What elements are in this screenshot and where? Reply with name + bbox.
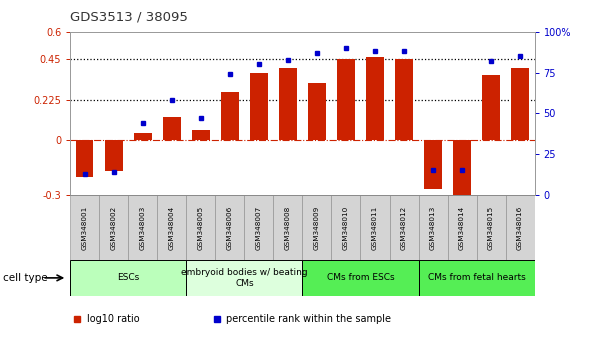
Bar (163, 117, 181, 141)
Bar (302, 260, 419, 296)
Text: GSM348003: GSM348003 (140, 205, 146, 250)
Bar (424, 141, 442, 189)
Text: GSM348007: GSM348007 (256, 205, 262, 250)
Bar (279, 68, 297, 141)
Bar (158, 195, 186, 260)
Text: log10 ratio: log10 ratio (87, 314, 139, 324)
Bar (453, 141, 470, 198)
Bar (360, 195, 390, 260)
Bar (274, 195, 302, 260)
Text: GSM348008: GSM348008 (285, 205, 291, 250)
Bar (186, 195, 216, 260)
Bar (483, 75, 500, 141)
Bar (511, 68, 529, 141)
Bar (419, 195, 447, 260)
Bar (390, 195, 419, 260)
Text: ESCs: ESCs (117, 273, 139, 282)
Text: GSM348014: GSM348014 (459, 205, 465, 250)
Bar (128, 195, 158, 260)
Bar (105, 141, 122, 171)
Text: CMs from ESCs: CMs from ESCs (327, 273, 394, 282)
Bar (302, 195, 331, 260)
Text: GSM348011: GSM348011 (372, 205, 378, 250)
Text: percentile rank within the sample: percentile rank within the sample (226, 314, 391, 324)
Bar (419, 260, 535, 296)
Bar (70, 195, 99, 260)
Text: GDS3513 / 38095: GDS3513 / 38095 (70, 10, 188, 23)
Text: GSM348006: GSM348006 (227, 205, 233, 250)
Bar (506, 195, 535, 260)
Bar (134, 133, 152, 141)
Bar (76, 141, 93, 177)
Bar (337, 59, 354, 141)
Text: GSM348012: GSM348012 (401, 205, 407, 250)
Bar (331, 195, 360, 260)
Bar (192, 130, 210, 141)
Bar (251, 74, 268, 141)
Bar (99, 195, 128, 260)
Bar (244, 195, 273, 260)
Bar (447, 195, 477, 260)
Text: GSM348015: GSM348015 (488, 205, 494, 250)
Text: GSM348005: GSM348005 (198, 205, 204, 250)
Text: GSM348010: GSM348010 (343, 205, 349, 250)
Text: cell type: cell type (3, 273, 48, 283)
Bar (216, 195, 244, 260)
Text: embryoid bodies w/ beating
CMs: embryoid bodies w/ beating CMs (181, 268, 308, 287)
Text: GSM348013: GSM348013 (430, 205, 436, 250)
Text: GSM348009: GSM348009 (314, 205, 320, 250)
Text: GSM348004: GSM348004 (169, 205, 175, 250)
Bar (221, 92, 239, 141)
Bar (477, 195, 506, 260)
Text: GSM348002: GSM348002 (111, 205, 117, 250)
Text: GSM348001: GSM348001 (82, 205, 88, 250)
Text: CMs from fetal hearts: CMs from fetal hearts (428, 273, 525, 282)
Bar (186, 260, 302, 296)
Bar (395, 59, 413, 141)
Text: GSM348016: GSM348016 (517, 205, 523, 250)
Bar (70, 260, 186, 296)
Bar (367, 57, 384, 141)
Bar (309, 82, 326, 141)
